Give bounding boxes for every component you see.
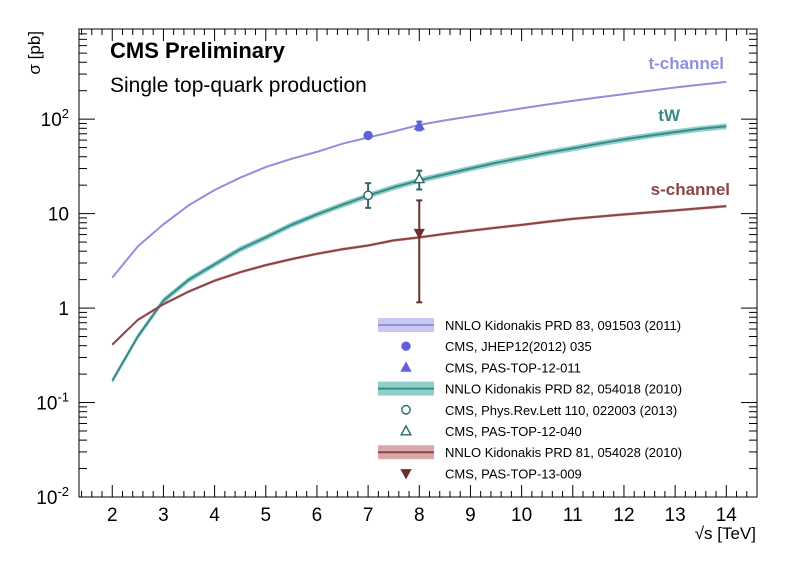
curve-label-t-channel: t-channel bbox=[648, 54, 724, 73]
legend-marker bbox=[400, 361, 412, 372]
curve-labels: t-channel tW s-channel bbox=[648, 54, 730, 199]
legend-label: NNLO Kidonakis PRD 82, 054018 (2010) bbox=[445, 382, 682, 397]
x-tick-label: 9 bbox=[465, 505, 476, 526]
x-tick-label: 14 bbox=[716, 505, 738, 526]
x-tick-label: 10 bbox=[511, 505, 532, 526]
legend-marker bbox=[401, 404, 411, 415]
plot-frame bbox=[78, 28, 758, 498]
x-tick-label: 4 bbox=[209, 505, 220, 526]
y-axis-label: σ [pb] bbox=[25, 31, 44, 75]
measurement-point bbox=[413, 228, 425, 240]
x-tick-label: 8 bbox=[414, 505, 425, 526]
y-tick-base: 10 bbox=[48, 205, 69, 226]
y-tick-label: 102 bbox=[41, 106, 69, 131]
x-tick-label: 2 bbox=[107, 505, 118, 526]
legend-label: NNLO Kidonakis PRD 81, 054028 (2010) bbox=[445, 445, 682, 460]
legend-label: CMS, PAS-TOP-12-040 bbox=[445, 424, 582, 439]
y-tick-base: 10 bbox=[36, 394, 57, 415]
y-tick-label: 10 bbox=[48, 205, 69, 226]
curve-label-s-channel: s-channel bbox=[651, 180, 730, 199]
x-tick-label: 13 bbox=[665, 505, 686, 526]
y-tick-base: 1 bbox=[58, 299, 69, 320]
measurement-point bbox=[413, 172, 426, 184]
x-tick-label: 7 bbox=[363, 505, 374, 526]
legend-label: NNLO Kidonakis PRD 83, 091503 (2011) bbox=[445, 318, 681, 333]
y-tick-base: 10 bbox=[36, 488, 57, 509]
x-tick-label: 5 bbox=[260, 505, 271, 526]
measurement-point bbox=[413, 119, 425, 131]
y-tick-exponent: -2 bbox=[57, 484, 69, 499]
x-tick-label: 3 bbox=[158, 505, 169, 526]
y-tick-label: 10-1 bbox=[36, 390, 69, 415]
x-tick-label: 11 bbox=[563, 505, 583, 526]
measurements bbox=[363, 119, 426, 304]
legend-label: CMS, JHEP12(2012) 035 bbox=[445, 339, 592, 354]
legend-marker bbox=[400, 469, 412, 480]
legend: NNLO Kidonakis PRD 83, 091503 (2011) CMS,… bbox=[378, 318, 682, 481]
x-tick-labels: 2 3 4 5 6 7 8 9 10 11 12 13 14 bbox=[107, 505, 737, 526]
legend-marker bbox=[401, 341, 411, 351]
x-axis-label: √s [TeV] bbox=[695, 524, 756, 543]
axis-ticks bbox=[79, 28, 758, 498]
y-tick-base: 10 bbox=[41, 110, 62, 131]
y-tick-exponent: 2 bbox=[62, 106, 69, 121]
measurement-point bbox=[363, 190, 374, 201]
legend-label: CMS, Phys.Rev.Lett 110, 022003 (2013) bbox=[445, 403, 677, 418]
legend-label: CMS, PAS-TOP-12-011 bbox=[445, 360, 581, 375]
theory-band-tW bbox=[112, 123, 727, 384]
measurement-point bbox=[363, 130, 373, 141]
y-tick-label: 1 bbox=[58, 299, 69, 320]
chart-subtitle: Single top-quark production bbox=[110, 74, 367, 97]
y-tick-exponent: -1 bbox=[57, 390, 69, 405]
y-tick-label: 10-2 bbox=[36, 484, 69, 509]
chart-title: CMS Preliminary bbox=[110, 38, 286, 63]
curve-label-tW: tW bbox=[658, 106, 681, 125]
x-tick-label: 12 bbox=[613, 505, 634, 526]
legend-label: CMS, PAS-TOP-13-009 bbox=[445, 466, 582, 481]
legend-marker bbox=[400, 424, 412, 436]
x-tick-label: 6 bbox=[312, 505, 323, 526]
